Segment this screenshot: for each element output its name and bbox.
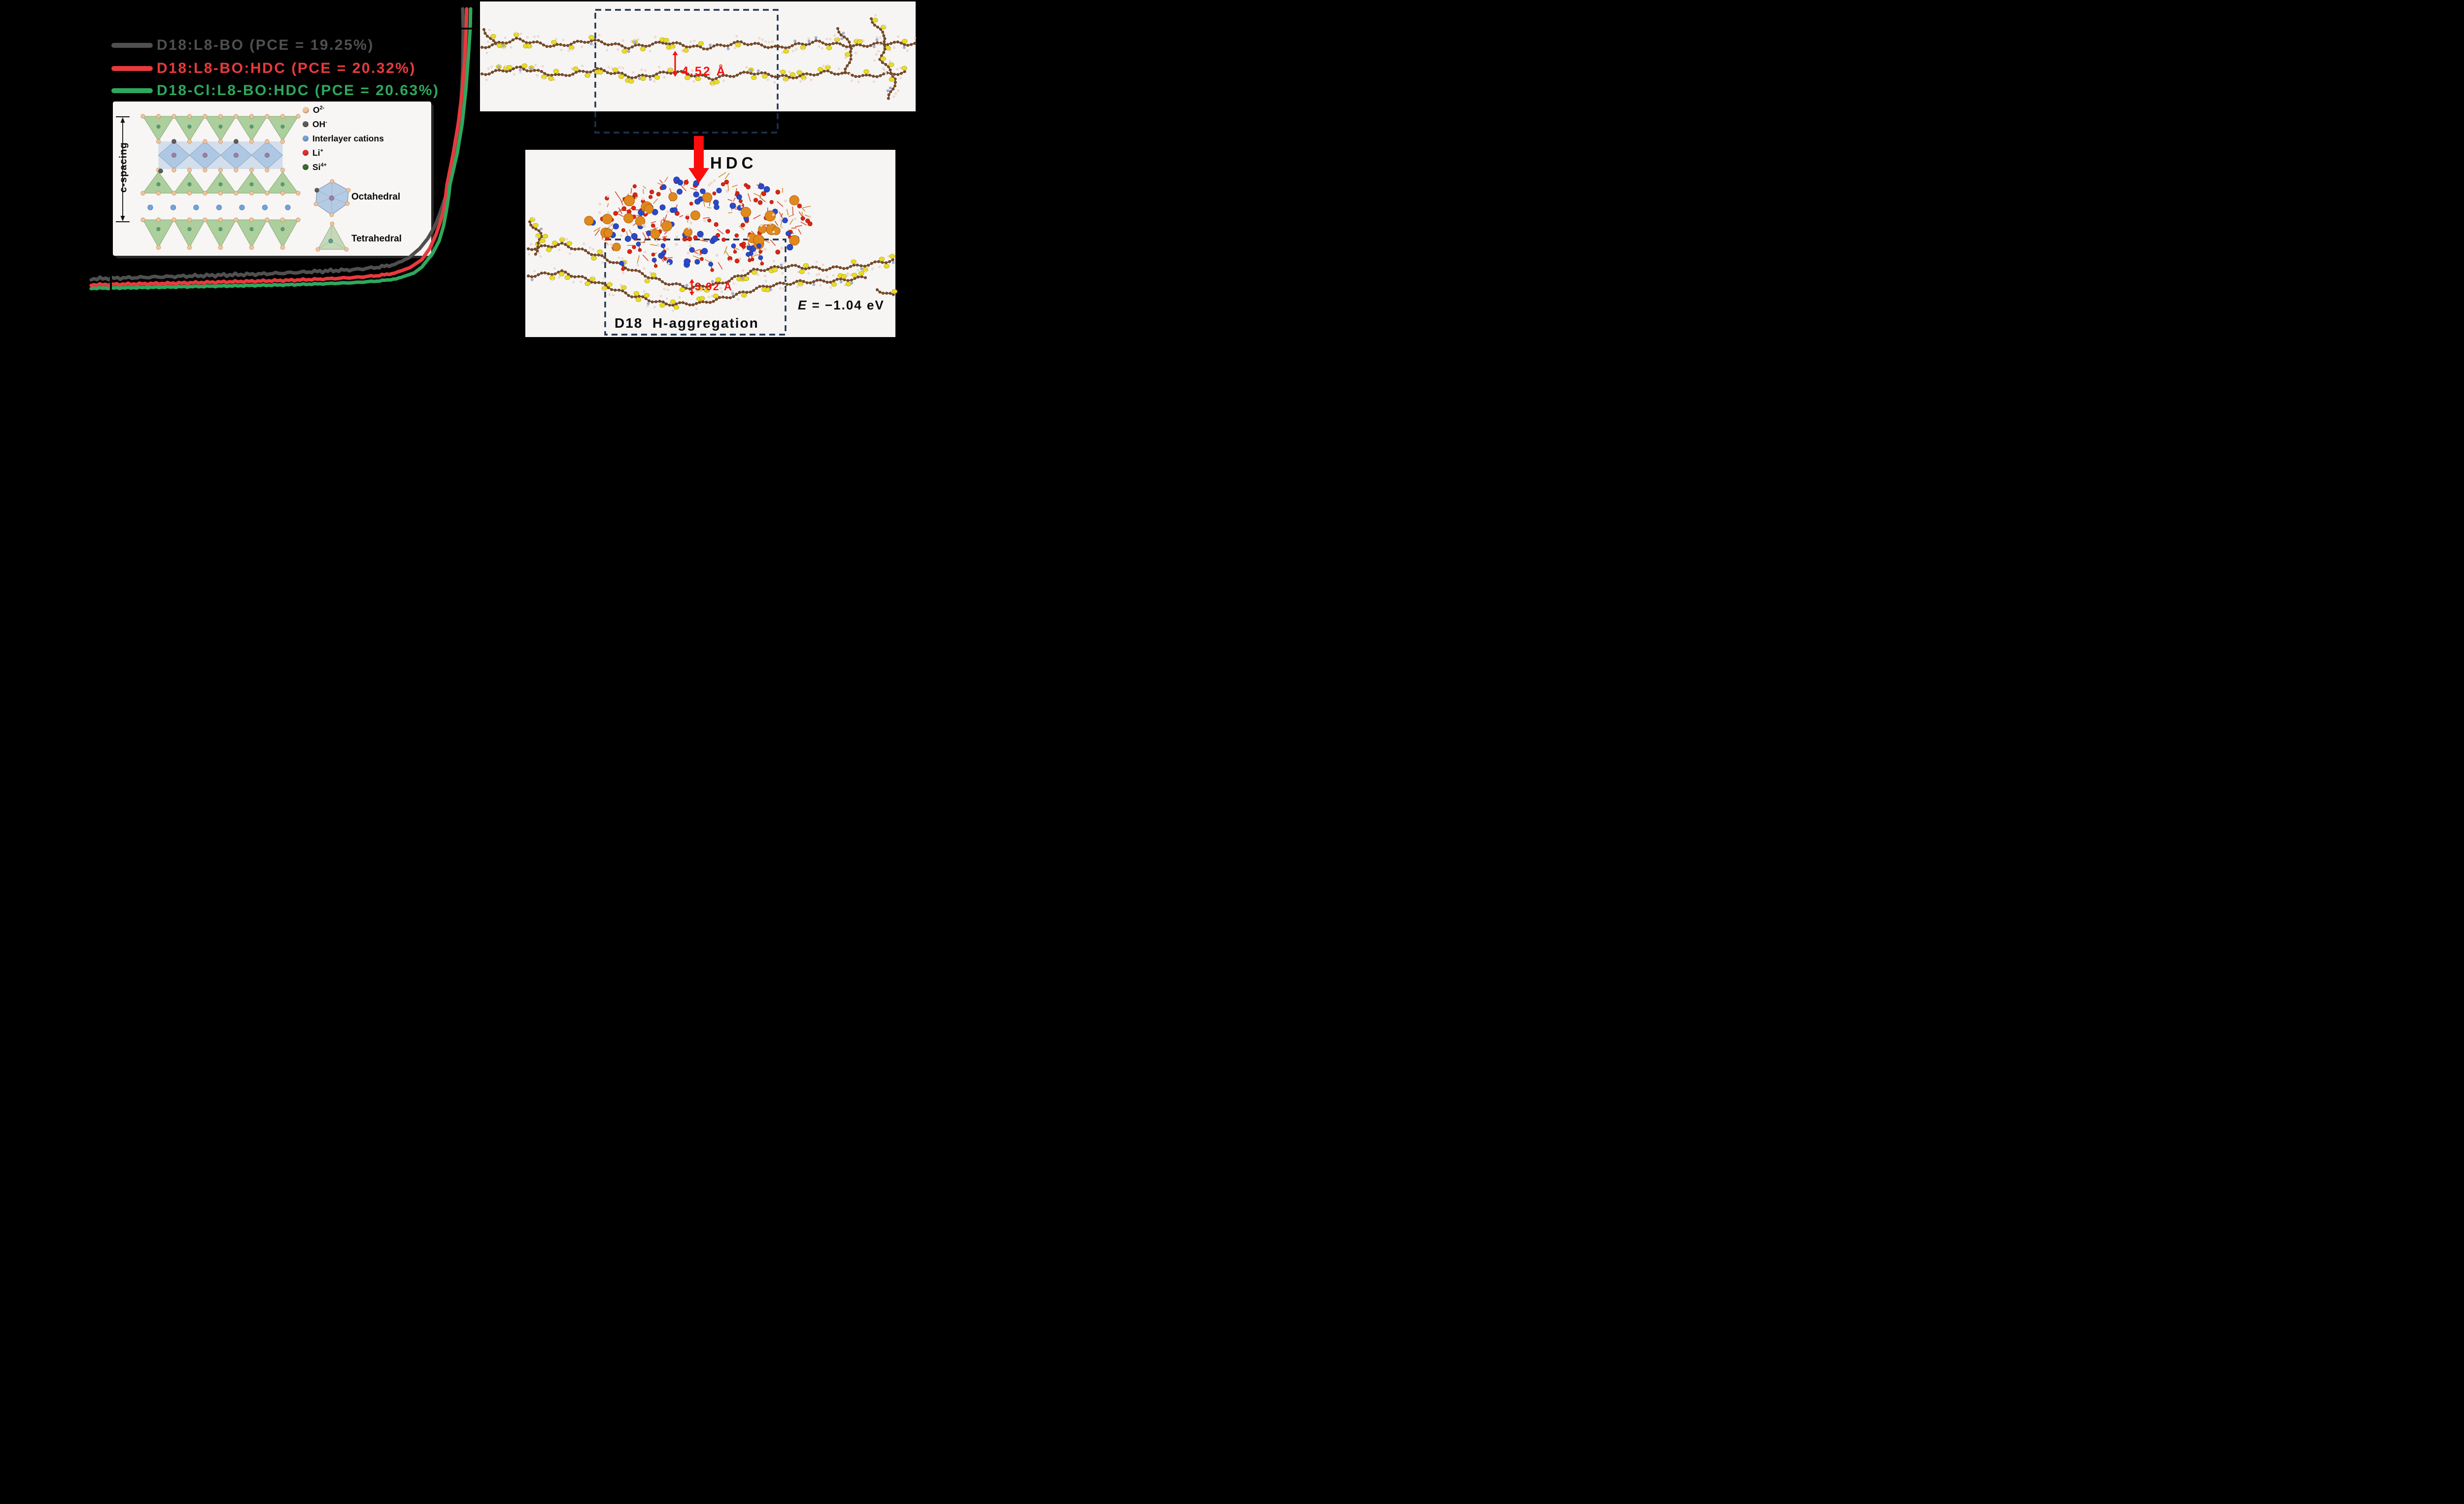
energy-value: = −1.04 eV — [807, 298, 885, 312]
inset-legend-label: O2- — [313, 104, 325, 115]
hydroxide-dot-icon — [303, 121, 308, 127]
legend-item-1: D18:L8-BO:HDC (PCE = 20.32%) — [111, 60, 416, 77]
h-aggregation-box-label: D18 H-aggregation — [615, 315, 759, 331]
inset-legend-label: Li+ — [312, 147, 323, 158]
energy-label: E = −1.04 eV — [798, 298, 885, 313]
inset-legend-label: OH- — [312, 119, 327, 129]
inset-legend-item-3: Li+ — [303, 147, 323, 159]
tetrahedral-label: Tetrahedral — [351, 234, 402, 244]
inset-legend-item-4: Si4+ — [303, 161, 327, 173]
jv-curve-D18-Cl:L8-BO:HDC — [89, 7, 473, 291]
energy-symbol: E — [798, 298, 808, 312]
tetrahedral-icon — [315, 221, 349, 252]
md-panels — [480, 1, 917, 337]
inset-legend-item-0: O2- — [303, 104, 324, 116]
interlayer-cation-dot-icon — [303, 136, 308, 141]
jv-curve-D18:L8-BO:HDC — [89, 7, 469, 287]
legend-item-2: D18-Cl:L8-BO:HDC (PCE = 20.63%) — [111, 82, 439, 100]
c-spacing-label: c-spacing — [118, 142, 129, 193]
octahedral-label: Octahedral — [351, 192, 401, 202]
legend-label: D18:L8-BO (PCE = 19.25%) — [157, 37, 374, 53]
inset-legend-label: Interlayer cations — [312, 133, 384, 143]
octahedral-icon — [313, 179, 351, 217]
legend-label: D18:L8-BO:HDC (PCE = 20.32%) — [157, 60, 416, 76]
distance-label-bottom: 3.92 Å — [695, 280, 733, 293]
legend-swatch-green — [111, 88, 153, 93]
lithium-dot-icon — [303, 150, 308, 156]
bottom-panel-bg — [525, 150, 895, 337]
figure-canvas: D18:L8-BO (PCE = 19.25%) D18:L8-BO:HDC (… — [0, 0, 918, 376]
legend-swatch-red — [111, 66, 153, 71]
top-panel-bg — [480, 1, 916, 111]
silicon-dot-icon — [303, 164, 308, 170]
hdc-arrow — [694, 136, 704, 169]
legend-swatch-gray — [111, 43, 153, 48]
figure-graphics — [89, 1, 917, 337]
distance-label-top: 4.52 Å — [682, 65, 727, 78]
legend-label: D18-Cl:L8-BO:HDC (PCE = 20.63%) — [157, 82, 440, 99]
inset-legend-item-1: OH- — [303, 118, 327, 130]
legend-item-0: D18:L8-BO (PCE = 19.25%) — [111, 36, 374, 54]
inset-legend-label: Si4+ — [312, 162, 327, 172]
dashed-box-top — [594, 9, 779, 134]
oxygen-dot-icon — [303, 106, 309, 113]
clay-structure-inset — [113, 102, 434, 258]
jv-curve-group — [89, 7, 475, 295]
inset-legend-item-2: Interlayer cations — [303, 133, 384, 144]
hdc-arrow-label: HDC — [710, 154, 757, 172]
